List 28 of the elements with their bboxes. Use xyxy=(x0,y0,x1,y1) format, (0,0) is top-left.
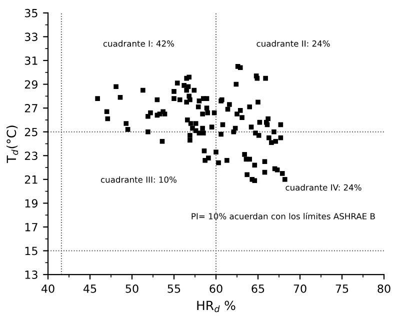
annotation: PI= 10% acuerdan con los límites ASHRAE B xyxy=(192,212,375,220)
y-tick-label: 35 xyxy=(24,8,38,18)
y-tick-label: 13 xyxy=(25,270,38,279)
y-tick-label: 15 xyxy=(25,246,38,256)
annotation: cuadrante III: 10% xyxy=(100,176,176,183)
x-tick-label: 40 xyxy=(41,284,54,293)
y-tick-label: 31 xyxy=(24,56,38,65)
y-tick-label: 21 xyxy=(24,175,38,184)
x-tick-label: 45 xyxy=(83,284,96,293)
y-tick-label: 19 xyxy=(25,199,38,208)
x-tick-label: 60 xyxy=(210,284,222,293)
y-tick-label: 29 xyxy=(24,80,38,89)
y-tick-label: 23 xyxy=(24,152,38,160)
x-tick-label: 50 xyxy=(126,284,138,293)
y-tick-label: 17 xyxy=(25,223,38,232)
annotation: cuadrante II: 24% xyxy=(256,40,330,47)
x-tick-label: 70 xyxy=(294,284,306,293)
annotation: cuadrante I: 42% xyxy=(103,40,174,47)
y-tick-label: 25 xyxy=(24,128,38,136)
annotation: cuadrante IV: 24% xyxy=(286,184,362,191)
x-tick-label: 55 xyxy=(168,284,180,293)
y-axis-title: T$_{d}$(°C) xyxy=(6,126,18,164)
x-tick-label: 75 xyxy=(336,284,348,293)
y-tick-label: 33 xyxy=(24,32,38,42)
x-tick-label: 80 xyxy=(378,284,390,293)
x-axis-title: HR$_{d}$ % xyxy=(197,300,236,312)
x-tick-label: 65 xyxy=(252,284,264,293)
y-tick-label: 27 xyxy=(24,104,38,112)
